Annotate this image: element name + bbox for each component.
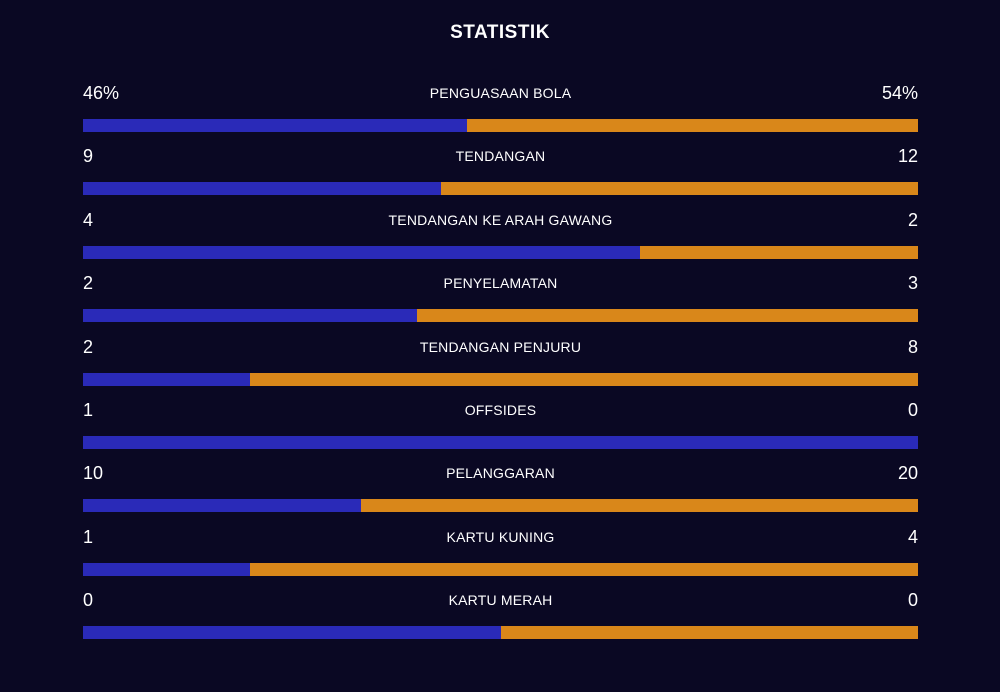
- away-value: 8: [907, 336, 918, 357]
- away-value: 20: [897, 463, 918, 484]
- stat-row: 1 OFFSIDES 0: [83, 397, 918, 460]
- panel-title: STATISTIK: [450, 22, 550, 43]
- stat-label: PELANGGARAN: [446, 465, 555, 482]
- away-bar-segment: [250, 372, 918, 386]
- away-bar-segment: [500, 626, 918, 640]
- home-bar-segment: [83, 499, 362, 513]
- comparison-bar: [83, 626, 918, 640]
- home-bar-segment: [83, 245, 640, 259]
- stat-row: 10 PELANGGARAN 20: [83, 460, 918, 523]
- home-bar-segment: [83, 182, 441, 196]
- home-value: 2: [83, 336, 94, 357]
- comparison-bar: [83, 435, 918, 449]
- home-value: 4: [83, 209, 94, 230]
- away-value: 0: [907, 399, 918, 420]
- home-bar-segment: [83, 119, 468, 132]
- home-bar-segment: [83, 562, 250, 576]
- away-value: 12: [897, 146, 918, 167]
- stat-row: 2 PENYELAMATAN 3: [83, 270, 918, 333]
- stat-row-header: 2 TENDANGAN PENJURU 8: [83, 334, 918, 360]
- home-value: 2: [83, 273, 94, 294]
- away-bar-segment: [417, 309, 918, 323]
- stat-row-header: 0 KARTU MERAH 0: [83, 587, 918, 613]
- home-value: 0: [83, 590, 94, 611]
- home-value: 10: [83, 463, 104, 484]
- comparison-bar: [83, 499, 918, 513]
- stat-row: 46% PENGUASAAN BOLA 54%: [83, 80, 918, 143]
- home-bar-segment: [83, 372, 250, 386]
- away-value: 0: [907, 590, 918, 611]
- comparison-bar: [83, 245, 918, 259]
- stat-label: KARTU MERAH: [448, 592, 553, 609]
- stat-row: 4 TENDANGAN KE ARAH GAWANG 2: [83, 207, 918, 270]
- comparison-bar: [83, 182, 918, 196]
- home-value: 1: [83, 526, 94, 547]
- stat-row-header: 1 OFFSIDES 0: [83, 397, 918, 423]
- away-bar-segment: [250, 562, 918, 576]
- away-bar-segment: [361, 499, 918, 513]
- away-value: 3: [907, 273, 918, 294]
- home-bar-segment: [83, 435, 918, 449]
- away-value: 2: [907, 209, 918, 230]
- away-value: 4: [907, 526, 918, 547]
- stat-row: 1 KARTU KUNING 4: [83, 524, 918, 587]
- stat-label: TENDANGAN: [455, 148, 546, 165]
- stat-label: TENDANGAN KE ARAH GAWANG: [388, 211, 613, 228]
- away-bar-segment: [639, 245, 918, 259]
- home-value: 1: [83, 399, 94, 420]
- away-value: 54%: [881, 83, 918, 103]
- stat-label: TENDANGAN PENJURU: [419, 338, 582, 355]
- comparison-bar: [83, 309, 918, 323]
- stat-label: PENYELAMATAN: [443, 275, 558, 292]
- home-value: 46%: [83, 83, 120, 103]
- comparison-bar: [83, 119, 918, 132]
- stat-row-header: 10 PELANGGARAN 20: [83, 460, 918, 486]
- stat-row: 0 KARTU MERAH 0: [83, 587, 918, 650]
- stat-label: PENGUASAAN BOLA: [429, 85, 572, 101]
- home-value: 9: [83, 146, 94, 167]
- stat-row-header: 46% PENGUASAAN BOLA 54%: [83, 80, 918, 106]
- stat-row-header: 4 TENDANGAN KE ARAH GAWANG 2: [83, 207, 918, 233]
- stats-list: 46% PENGUASAAN BOLA 54% 9 TENDANGAN 12 4 TENDAN…: [83, 80, 918, 651]
- comparison-bar: [83, 372, 918, 386]
- stat-row-header: 2 PENYELAMATAN 3: [83, 270, 918, 296]
- stat-label: OFFSIDES: [464, 401, 537, 418]
- home-bar-segment: [83, 626, 501, 640]
- comparison-bar: [83, 562, 918, 576]
- stat-row: 2 TENDANGAN PENJURU 8: [83, 334, 918, 397]
- stat-row: 9 TENDANGAN 12: [83, 143, 918, 206]
- stat-row-header: 1 KARTU KUNING 4: [83, 524, 918, 550]
- stat-row-header: 9 TENDANGAN 12: [83, 143, 918, 169]
- away-bar-segment: [440, 182, 918, 196]
- home-bar-segment: [83, 309, 417, 323]
- away-bar-segment: [467, 119, 918, 132]
- stat-label: KARTU KUNING: [446, 528, 555, 545]
